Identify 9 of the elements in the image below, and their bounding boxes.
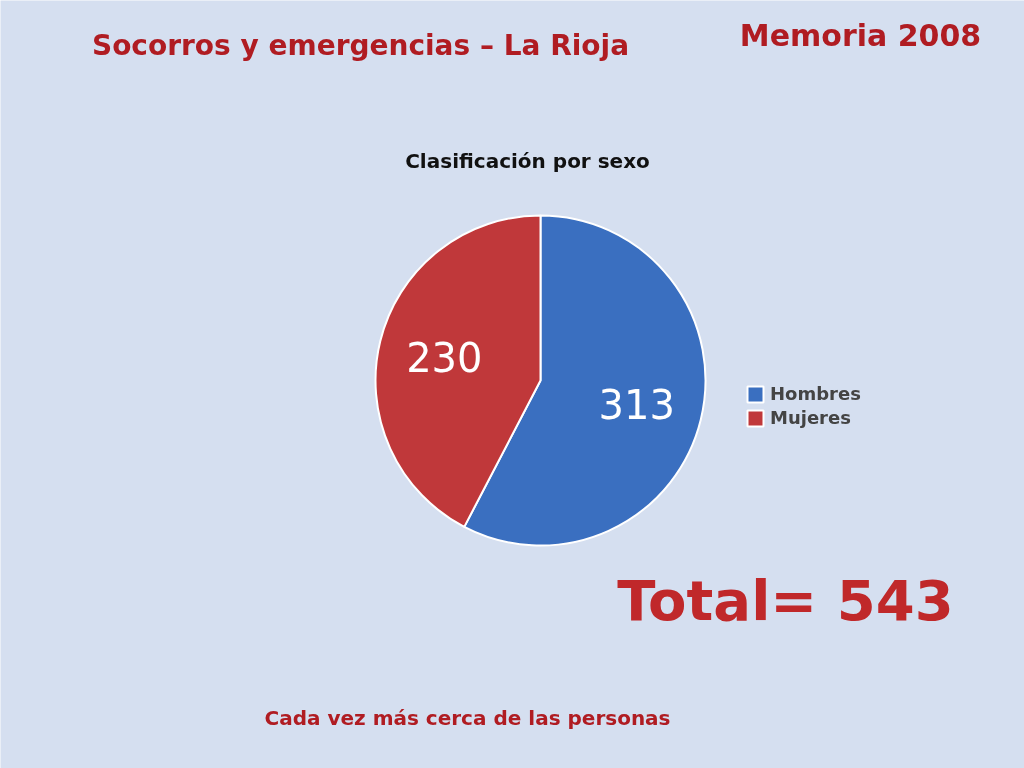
chart-subtitle: Clasificación por sexo (405, 148, 650, 173)
text: Cada vez más cerca de las personas (264, 705, 671, 730)
data-label: 313 (598, 382, 675, 429)
text: Memoria 2008 (739, 18, 982, 53)
chart-title: Socorros y emergencias – La Rioja (91, 29, 630, 62)
text: Total= 543 (617, 568, 954, 633)
legend-label: Hombres (770, 383, 861, 404)
data-label: 230 (406, 334, 483, 381)
legend-label: Mujeres (770, 407, 851, 428)
